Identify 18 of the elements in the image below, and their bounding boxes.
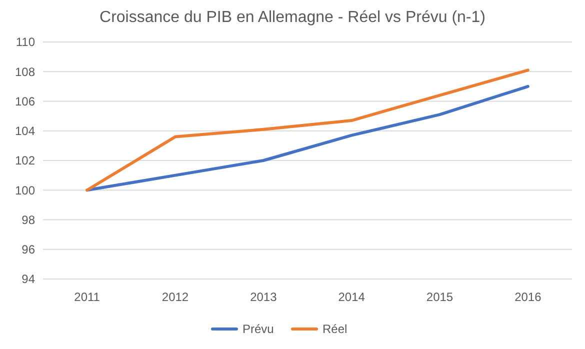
x-tick-label: 2014	[338, 290, 366, 304]
x-tick-label: 2015	[426, 290, 454, 304]
y-tick-label: 102	[14, 154, 36, 168]
x-tick-label: 2013	[250, 290, 278, 304]
y-tick-label: 108	[14, 64, 36, 79]
y-tick-label: 98	[22, 212, 36, 227]
y-tick-label: 94	[22, 272, 36, 286]
x-tick-label: 2012	[162, 290, 189, 304]
y-tick-label: 110	[16, 35, 36, 50]
legend-label: Réel	[322, 322, 348, 336]
legend-label: Prévu	[242, 322, 274, 336]
y-tick-label: 106	[14, 94, 36, 108]
chart-title: Croissance du PIB en Allemagne - Réel vs Prévu (n-1)	[100, 9, 486, 26]
y-tick-label: 100	[14, 183, 36, 198]
y-tick-label: 96	[22, 242, 36, 257]
x-tick-label: 2016	[514, 290, 542, 304]
x-tick-label: 2011	[74, 290, 100, 304]
y-tick-label: 104	[14, 124, 36, 138]
